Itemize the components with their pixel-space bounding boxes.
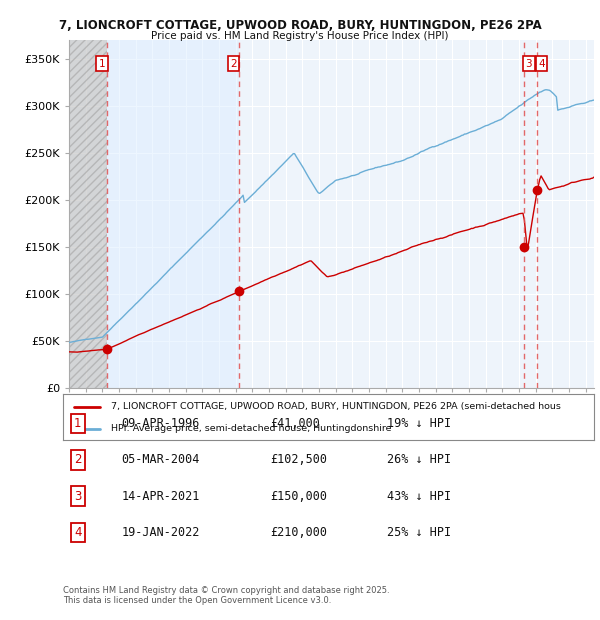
Text: £41,000: £41,000	[270, 417, 320, 430]
Text: 7, LIONCROFT COTTAGE, UPWOOD ROAD, BURY, HUNTINGDON, PE26 2PA: 7, LIONCROFT COTTAGE, UPWOOD ROAD, BURY,…	[59, 19, 541, 32]
Text: 25% ↓ HPI: 25% ↓ HPI	[387, 526, 451, 539]
Text: Price paid vs. HM Land Registry's House Price Index (HPI): Price paid vs. HM Land Registry's House …	[151, 31, 449, 41]
Text: 19-JAN-2022: 19-JAN-2022	[121, 526, 200, 539]
Text: 14-APR-2021: 14-APR-2021	[121, 490, 200, 503]
Text: 3: 3	[74, 490, 82, 503]
Text: This data is licensed under the Open Government Licence v3.0.: This data is licensed under the Open Gov…	[63, 596, 331, 606]
Text: 26% ↓ HPI: 26% ↓ HPI	[387, 453, 451, 466]
Text: 43% ↓ HPI: 43% ↓ HPI	[387, 490, 451, 503]
Text: £150,000: £150,000	[270, 490, 327, 503]
Bar	[69, 40, 107, 388]
Text: 19% ↓ HPI: 19% ↓ HPI	[387, 417, 451, 430]
Text: 05-MAR-2004: 05-MAR-2004	[121, 453, 200, 466]
Text: 2: 2	[74, 453, 82, 466]
Text: 4: 4	[538, 59, 545, 69]
Text: £102,500: £102,500	[270, 453, 327, 466]
Text: £210,000: £210,000	[270, 526, 327, 539]
Text: HPI: Average price, semi-detached house, Huntingdonshire: HPI: Average price, semi-detached house,…	[111, 424, 391, 433]
Text: 09-APR-1996: 09-APR-1996	[121, 417, 200, 430]
Bar	[107, 40, 239, 388]
Text: 4: 4	[74, 526, 82, 539]
Text: 1: 1	[74, 417, 82, 430]
Text: 2: 2	[230, 59, 237, 69]
Text: 1: 1	[98, 59, 105, 69]
Text: Contains HM Land Registry data © Crown copyright and database right 2025.: Contains HM Land Registry data © Crown c…	[63, 586, 389, 595]
Text: 3: 3	[526, 59, 532, 69]
Text: 7, LIONCROFT COTTAGE, UPWOOD ROAD, BURY, HUNTINGDON, PE26 2PA (semi-detached hou: 7, LIONCROFT COTTAGE, UPWOOD ROAD, BURY,…	[111, 402, 560, 411]
